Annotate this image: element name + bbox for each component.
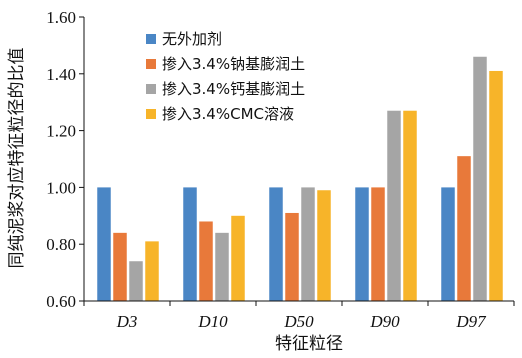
legend-swatch [146, 34, 156, 44]
bar-d50-series-4 [317, 190, 331, 301]
y-tick-label: 1.20 [46, 122, 76, 141]
legend-label: 掺入3.4%钠基膨润土 [162, 55, 305, 73]
y-tick-label: 1.40 [46, 65, 76, 84]
bar-d50-series-2 [285, 212, 299, 301]
bars-layer [97, 56, 503, 302]
x-axis-title: 特征粒径 [275, 334, 343, 354]
x-tick-label: D3 [116, 312, 138, 331]
x-tick-label: D97 [455, 312, 487, 331]
bar-d50-series-1 [269, 187, 283, 301]
bar-d90-series-3 [387, 110, 401, 301]
y-tick-label: 0.60 [46, 292, 76, 311]
y-tick-label: 1.60 [46, 8, 76, 27]
y-axis-title: 同纯泥浆对应特征粒径的比值 [7, 48, 27, 269]
y-tick-label: 0.80 [46, 235, 76, 254]
bar-d10-series-1 [183, 187, 197, 301]
bar-d10-series-2 [199, 221, 213, 301]
legend-swatch [146, 109, 156, 119]
legend-label: 无外加剂 [162, 30, 222, 48]
bar-d3-series-3 [129, 261, 143, 301]
bar-d10-series-3 [215, 232, 229, 301]
bar-d10-series-4 [231, 215, 245, 301]
y-ticks: 0.60 0.80 1.00 1.20 1.40 1.60 [46, 8, 84, 311]
legend-swatch [146, 84, 156, 94]
bar-d97-series-2 [457, 156, 471, 301]
y-tick-label: 1.00 [46, 178, 76, 197]
bar-d50-series-3 [301, 187, 315, 301]
x-tick-label: D50 [283, 312, 314, 331]
x-ticks: D3 D10 D50 D90 D97 [83, 301, 515, 331]
bar-d90-series-1 [355, 187, 369, 301]
bar-d97-series-3 [473, 56, 487, 302]
bar-d90-series-2 [371, 187, 385, 301]
legend-label: 掺入3.4%CMC溶液 [162, 105, 294, 123]
bar-d97-series-1 [441, 187, 455, 301]
bar-d3-series-4 [145, 241, 159, 301]
x-tick-label: D90 [369, 312, 400, 331]
legend-label: 掺入3.4%钙基膨润土 [162, 80, 305, 98]
bar-d3-series-2 [113, 232, 127, 301]
bar-d90-series-4 [403, 110, 417, 301]
legend-swatch [146, 59, 156, 69]
bar-d3-series-1 [97, 187, 111, 301]
x-tick-label: D10 [197, 312, 228, 331]
bar-d97-series-4 [489, 70, 503, 302]
